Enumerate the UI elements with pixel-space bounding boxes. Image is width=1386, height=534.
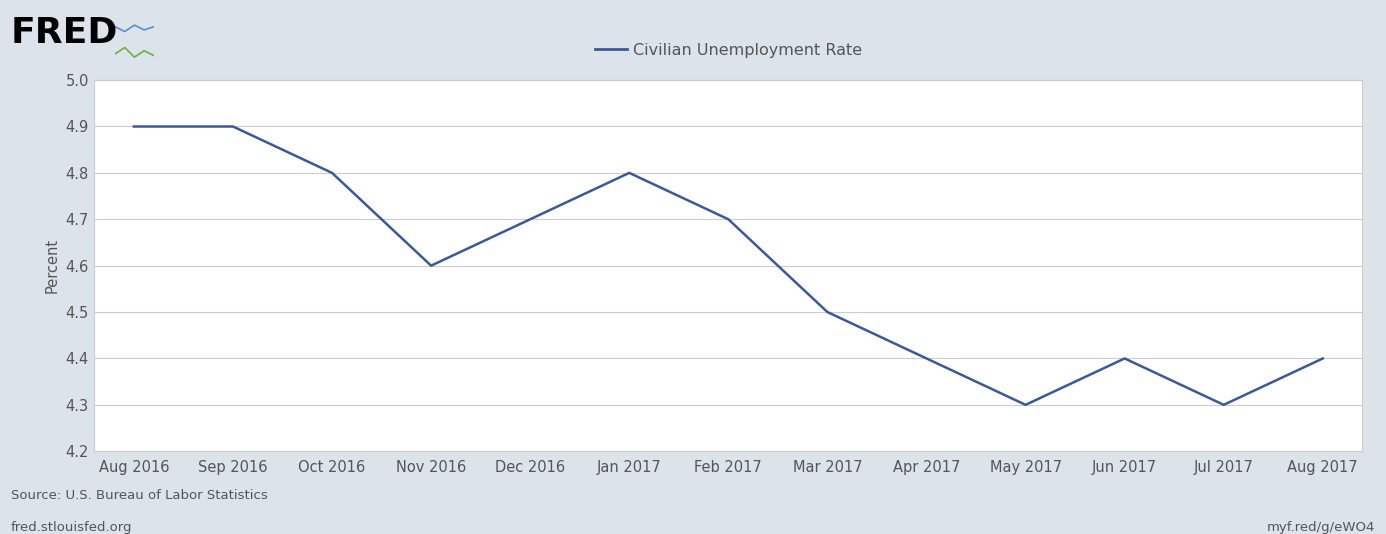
Text: Source: U.S. Bureau of Labor Statistics: Source: U.S. Bureau of Labor Statistics	[11, 489, 267, 501]
Text: myf.red/g/eWO4: myf.red/g/eWO4	[1267, 521, 1375, 533]
Legend: Civilian Unemployment Rate: Civilian Unemployment Rate	[595, 43, 862, 58]
Text: fred.stlouisfed.org: fred.stlouisfed.org	[11, 521, 133, 533]
Y-axis label: Percent: Percent	[44, 238, 60, 293]
Text: FRED: FRED	[11, 16, 118, 50]
